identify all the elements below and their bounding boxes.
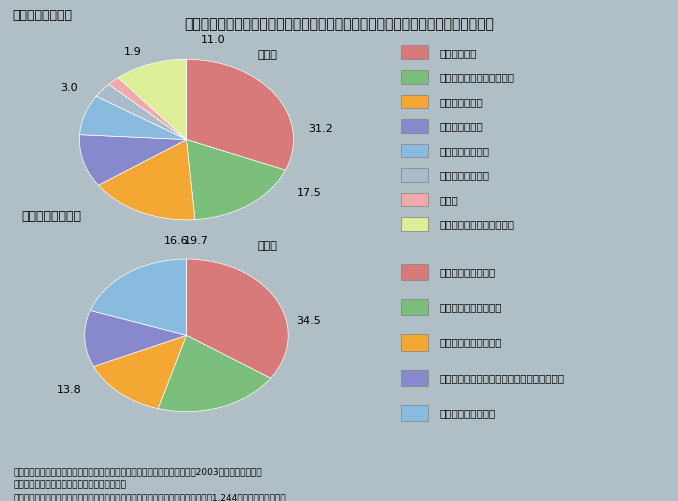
FancyBboxPatch shape	[401, 169, 428, 182]
Text: 20.0: 20.0	[0, 500, 1, 501]
Text: （％）: （％）	[258, 50, 277, 60]
Text: （２）支出の内訳: （２）支出の内訳	[21, 210, 81, 223]
Text: 自主事業収入: 自主事業収入	[439, 48, 477, 58]
Text: 1.9: 1.9	[124, 47, 142, 57]
Wedge shape	[96, 85, 186, 140]
FancyBboxPatch shape	[401, 120, 428, 133]
Text: 12.0: 12.0	[0, 500, 1, 501]
Wedge shape	[158, 336, 271, 412]
Text: 非常勤スタッフ人件費・ボランティア手当等: 非常勤スタッフ人件費・ボランティア手当等	[439, 372, 564, 382]
Text: 会費・賛助会費: 会費・賛助会費	[439, 121, 483, 131]
Text: 17.5: 17.5	[297, 187, 322, 197]
Wedge shape	[90, 260, 186, 336]
Text: （備考）　１．独立行政法人経済産業研究所「ＮＰＯ法人活動実態調査」（2003年）により作成。
　　　　　２．収入、支出ともに実額による。
　　　　　３．回答した: （備考） １．独立行政法人経済産業研究所「ＮＰＯ法人活動実態調査」（2003年）…	[14, 466, 286, 501]
Text: 3.0: 3.0	[60, 83, 77, 93]
Text: 活動に伴う直接経費: 活動に伴う直接経費	[439, 267, 496, 277]
Text: 寄付金・協賛金: 寄付金・協賛金	[439, 97, 483, 107]
Wedge shape	[79, 97, 186, 140]
Text: 助成団体の助成金: 助成団体の助成金	[439, 146, 490, 155]
FancyBboxPatch shape	[401, 300, 428, 316]
Wedge shape	[98, 140, 195, 220]
Wedge shape	[94, 336, 186, 409]
Text: （１）収入の内訳: （１）収入の内訳	[12, 9, 73, 22]
Text: 34.5: 34.5	[296, 316, 321, 326]
FancyBboxPatch shape	[401, 370, 428, 386]
Wedge shape	[186, 60, 294, 171]
Text: 19.7: 19.7	[184, 235, 209, 245]
Text: 8.1: 8.1	[0, 500, 1, 501]
Text: 民間からの委託費: 民間からの委託費	[439, 170, 490, 180]
FancyBboxPatch shape	[401, 217, 428, 231]
Wedge shape	[186, 260, 288, 378]
Text: その他（利息、繰越金他）: その他（利息、繰越金他）	[439, 219, 515, 229]
Text: 13.8: 13.8	[57, 384, 82, 394]
Text: （％）: （％）	[258, 240, 277, 250]
FancyBboxPatch shape	[401, 335, 428, 351]
Wedge shape	[79, 135, 186, 186]
FancyBboxPatch shape	[401, 144, 428, 158]
Text: 第３－３－５図　活動にかかわる収入には支出に比べて様々な費目が含まれている: 第３－３－５図 活動にかかわる収入には支出に比べて様々な費目が含まれている	[184, 18, 494, 32]
Wedge shape	[85, 311, 186, 367]
Text: 16.6: 16.6	[163, 235, 188, 245]
Text: 事務局経費（家賃他）: 事務局経費（家賃他）	[439, 337, 502, 347]
Text: 事務局スタッフ人件費: 事務局スタッフ人件費	[439, 302, 502, 312]
Text: 10.6: 10.6	[0, 500, 1, 501]
Wedge shape	[108, 79, 186, 140]
Text: 31.2: 31.2	[308, 123, 333, 133]
FancyBboxPatch shape	[401, 264, 428, 281]
FancyBboxPatch shape	[401, 47, 428, 60]
Wedge shape	[186, 140, 285, 220]
Text: 11.0: 11.0	[201, 35, 226, 45]
Text: 融資金: 融資金	[439, 194, 458, 204]
Text: その他（繰越金他）: その他（繰越金他）	[439, 407, 496, 417]
Wedge shape	[118, 60, 186, 140]
FancyBboxPatch shape	[401, 193, 428, 207]
FancyBboxPatch shape	[401, 71, 428, 85]
FancyBboxPatch shape	[401, 405, 428, 421]
FancyBboxPatch shape	[401, 95, 428, 109]
Text: 行政からの補助金・委託費: 行政からの補助金・委託費	[439, 72, 515, 82]
